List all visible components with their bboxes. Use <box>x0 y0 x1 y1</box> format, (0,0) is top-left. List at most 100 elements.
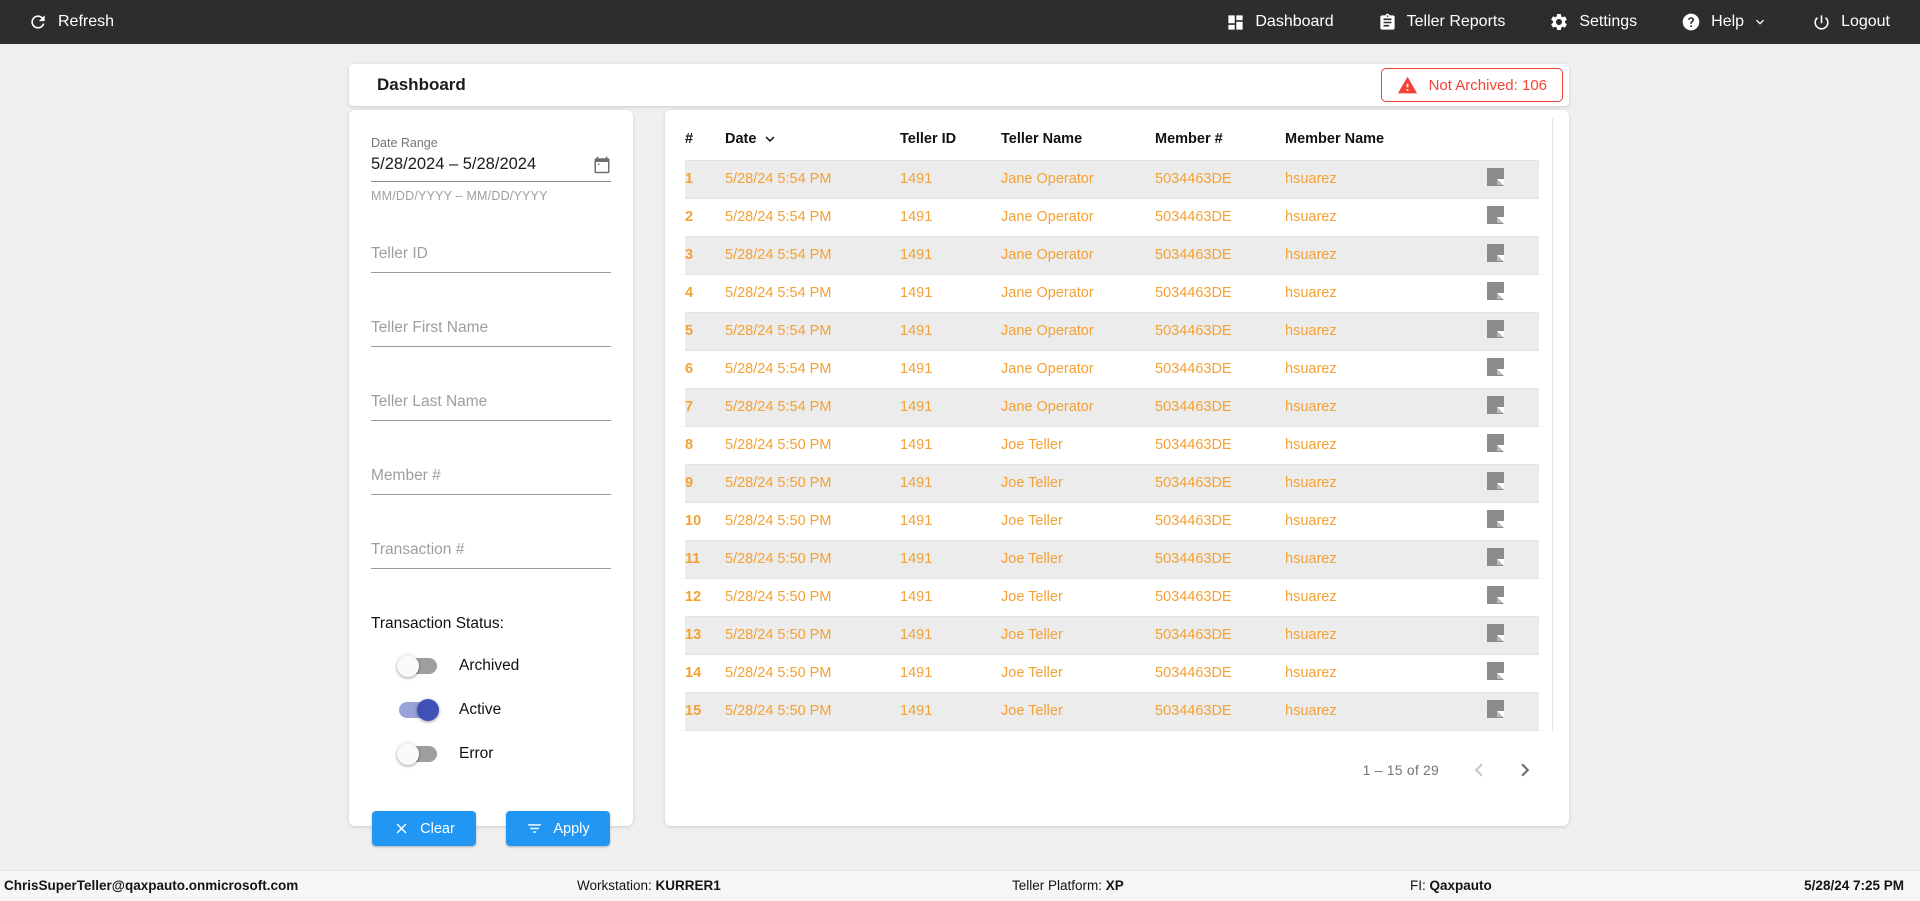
date-range-field[interactable]: 5/28/2024 – 5/28/2024 <box>371 155 611 182</box>
results-table-wrap: # Date Teller ID Teller Name Member # <box>685 118 1553 731</box>
calendar-icon[interactable] <box>593 156 611 174</box>
table-row[interactable]: 13 5/28/24 5:50 PM 1491 Joe Teller 5034463DE… <box>685 616 1539 654</box>
cell-index: 9 <box>685 475 694 491</box>
nav-help[interactable]: Help <box>1681 12 1768 32</box>
cell-date: 5/28/24 5:54 PM <box>725 171 832 187</box>
fi-status: FI: Qaxpauto <box>1410 878 1492 893</box>
error-toggle-label: Error <box>459 745 494 762</box>
cell-member-name: hsuarez <box>1285 171 1337 187</box>
nav-dashboard-label: Dashboard <box>1255 13 1334 30</box>
cell-teller-name: Jane Operator <box>1001 209 1094 225</box>
teller-id-input[interactable] <box>371 241 611 272</box>
cell-member-name: hsuarez <box>1285 627 1337 643</box>
table-row[interactable]: 6 5/28/24 5:54 PM 1491 Jane Operator 5034463… <box>685 350 1539 388</box>
col-header-member-name[interactable]: Member Name <box>1285 118 1487 161</box>
refresh-button[interactable]: Refresh <box>28 12 114 32</box>
nav-dashboard[interactable]: Dashboard <box>1226 13 1334 32</box>
cell-teller-id: 1491 <box>900 361 933 377</box>
transaction-number-input[interactable] <box>371 537 611 568</box>
error-toggle[interactable] <box>397 743 437 765</box>
table-row[interactable]: 1 5/28/24 5:54 PM 1491 Jane Operator 5034463… <box>685 160 1539 198</box>
cell-teller-id: 1491 <box>900 247 933 263</box>
clipboard-icon <box>1378 13 1397 32</box>
cell-member-number: 5034463DE <box>1155 437 1232 453</box>
note-icon[interactable] <box>1487 586 1504 604</box>
note-icon[interactable] <box>1487 244 1504 262</box>
cell-index: 6 <box>685 361 694 377</box>
teller-last-name-input[interactable] <box>371 389 611 420</box>
table-row[interactable]: 12 5/28/24 5:50 PM 1491 Joe Teller 5034463DE… <box>685 578 1539 616</box>
note-icon[interactable] <box>1487 206 1504 224</box>
teller-first-name-input[interactable] <box>371 315 611 346</box>
table-row[interactable]: 5 5/28/24 5:54 PM 1491 Jane Operator 5034463… <box>685 312 1539 350</box>
table-row[interactable]: 4 5/28/24 5:54 PM 1491 Jane Operator 5034463… <box>685 274 1539 312</box>
cell-actions <box>1487 502 1539 540</box>
cell-index: 12 <box>685 589 702 605</box>
table-row[interactable]: 3 5/28/24 5:54 PM 1491 Jane Operator 5034463… <box>685 236 1539 274</box>
cell-teller-name: Joe Teller <box>1001 703 1063 719</box>
active-toggle[interactable] <box>399 699 439 721</box>
cell-member-number: 5034463DE <box>1155 589 1232 605</box>
member-number-input[interactable] <box>371 463 611 494</box>
col-header-member-number[interactable]: Member # <box>1155 118 1285 161</box>
nav-logout[interactable]: Logout <box>1812 13 1890 32</box>
nav-teller-reports-label: Teller Reports <box>1406 13 1506 30</box>
note-icon[interactable] <box>1487 320 1504 338</box>
table-row[interactable]: 7 5/28/24 5:54 PM 1491 Jane Operator 5034463… <box>685 388 1539 426</box>
col-header-index: # <box>685 118 725 161</box>
note-icon[interactable] <box>1487 510 1504 528</box>
page-header: Dashboard Not Archived: 106 <box>349 64 1569 106</box>
note-icon[interactable] <box>1487 700 1504 718</box>
apply-button[interactable]: Apply <box>506 811 610 846</box>
nav-teller-reports[interactable]: Teller Reports <box>1378 13 1506 32</box>
note-icon[interactable] <box>1487 624 1504 642</box>
note-icon[interactable] <box>1487 434 1504 452</box>
cell-actions <box>1487 464 1539 502</box>
note-icon[interactable] <box>1487 396 1504 414</box>
cell-date: 5/28/24 5:54 PM <box>725 399 832 415</box>
archived-toggle[interactable] <box>397 655 437 677</box>
cell-actions <box>1487 654 1539 692</box>
table-row[interactable]: 10 5/28/24 5:50 PM 1491 Joe Teller 5034463DE… <box>685 502 1539 540</box>
col-header-date[interactable]: Date <box>725 118 900 161</box>
cell-teller-name: Jane Operator <box>1001 247 1094 263</box>
note-icon[interactable] <box>1487 282 1504 300</box>
note-icon[interactable] <box>1487 548 1504 566</box>
pagination-next-button[interactable] <box>1511 756 1539 784</box>
col-header-teller-name[interactable]: Teller Name <box>1001 118 1155 161</box>
member-number-field-wrap <box>371 463 611 495</box>
not-archived-badge[interactable]: Not Archived: 106 <box>1380 68 1563 102</box>
cell-teller-name: Joe Teller <box>1001 437 1063 453</box>
cell-member-name: hsuarez <box>1285 437 1337 453</box>
cell-member-name: hsuarez <box>1285 665 1337 681</box>
cell-actions <box>1487 540 1539 578</box>
note-icon[interactable] <box>1487 358 1504 376</box>
cell-member-number: 5034463DE <box>1155 285 1232 301</box>
cell-teller-name: Jane Operator <box>1001 323 1094 339</box>
col-header-teller-id[interactable]: Teller ID <box>900 118 1001 161</box>
teller-platform-status: Teller Platform: XP <box>1012 878 1124 893</box>
note-icon[interactable] <box>1487 662 1504 680</box>
cell-index: 14 <box>685 665 702 681</box>
table-row[interactable]: 2 5/28/24 5:54 PM 1491 Jane Operator 5034463… <box>685 198 1539 236</box>
clear-button[interactable]: Clear <box>372 811 476 846</box>
close-icon <box>393 820 410 837</box>
gear-icon <box>1549 12 1569 32</box>
note-icon[interactable] <box>1487 168 1504 186</box>
cell-index: 15 <box>685 703 702 719</box>
nav-settings-label: Settings <box>1579 13 1638 30</box>
cell-index: 13 <box>685 627 702 643</box>
note-icon[interactable] <box>1487 472 1504 490</box>
cell-member-number: 5034463DE <box>1155 551 1232 567</box>
cell-teller-id: 1491 <box>900 437 933 453</box>
table-row[interactable]: 8 5/28/24 5:50 PM 1491 Joe Teller 5034463DE h… <box>685 426 1539 464</box>
table-row[interactable]: 9 5/28/24 5:50 PM 1491 Joe Teller 5034463DE h… <box>685 464 1539 502</box>
cell-date: 5/28/24 5:54 PM <box>725 209 832 225</box>
table-row[interactable]: 14 5/28/24 5:50 PM 1491 Joe Teller 5034463DE… <box>685 654 1539 692</box>
table-row[interactable]: 15 5/28/24 5:50 PM 1491 Joe Teller 5034463DE… <box>685 692 1539 730</box>
cell-index: 8 <box>685 437 694 453</box>
nav-settings[interactable]: Settings <box>1549 12 1637 32</box>
pagination-prev-button[interactable] <box>1465 756 1493 784</box>
status-bar: ChrisSuperTeller@qaxpauto.onmicrosoft.co… <box>0 870 1920 901</box>
table-row[interactable]: 11 5/28/24 5:50 PM 1491 Joe Teller 5034463DE… <box>685 540 1539 578</box>
